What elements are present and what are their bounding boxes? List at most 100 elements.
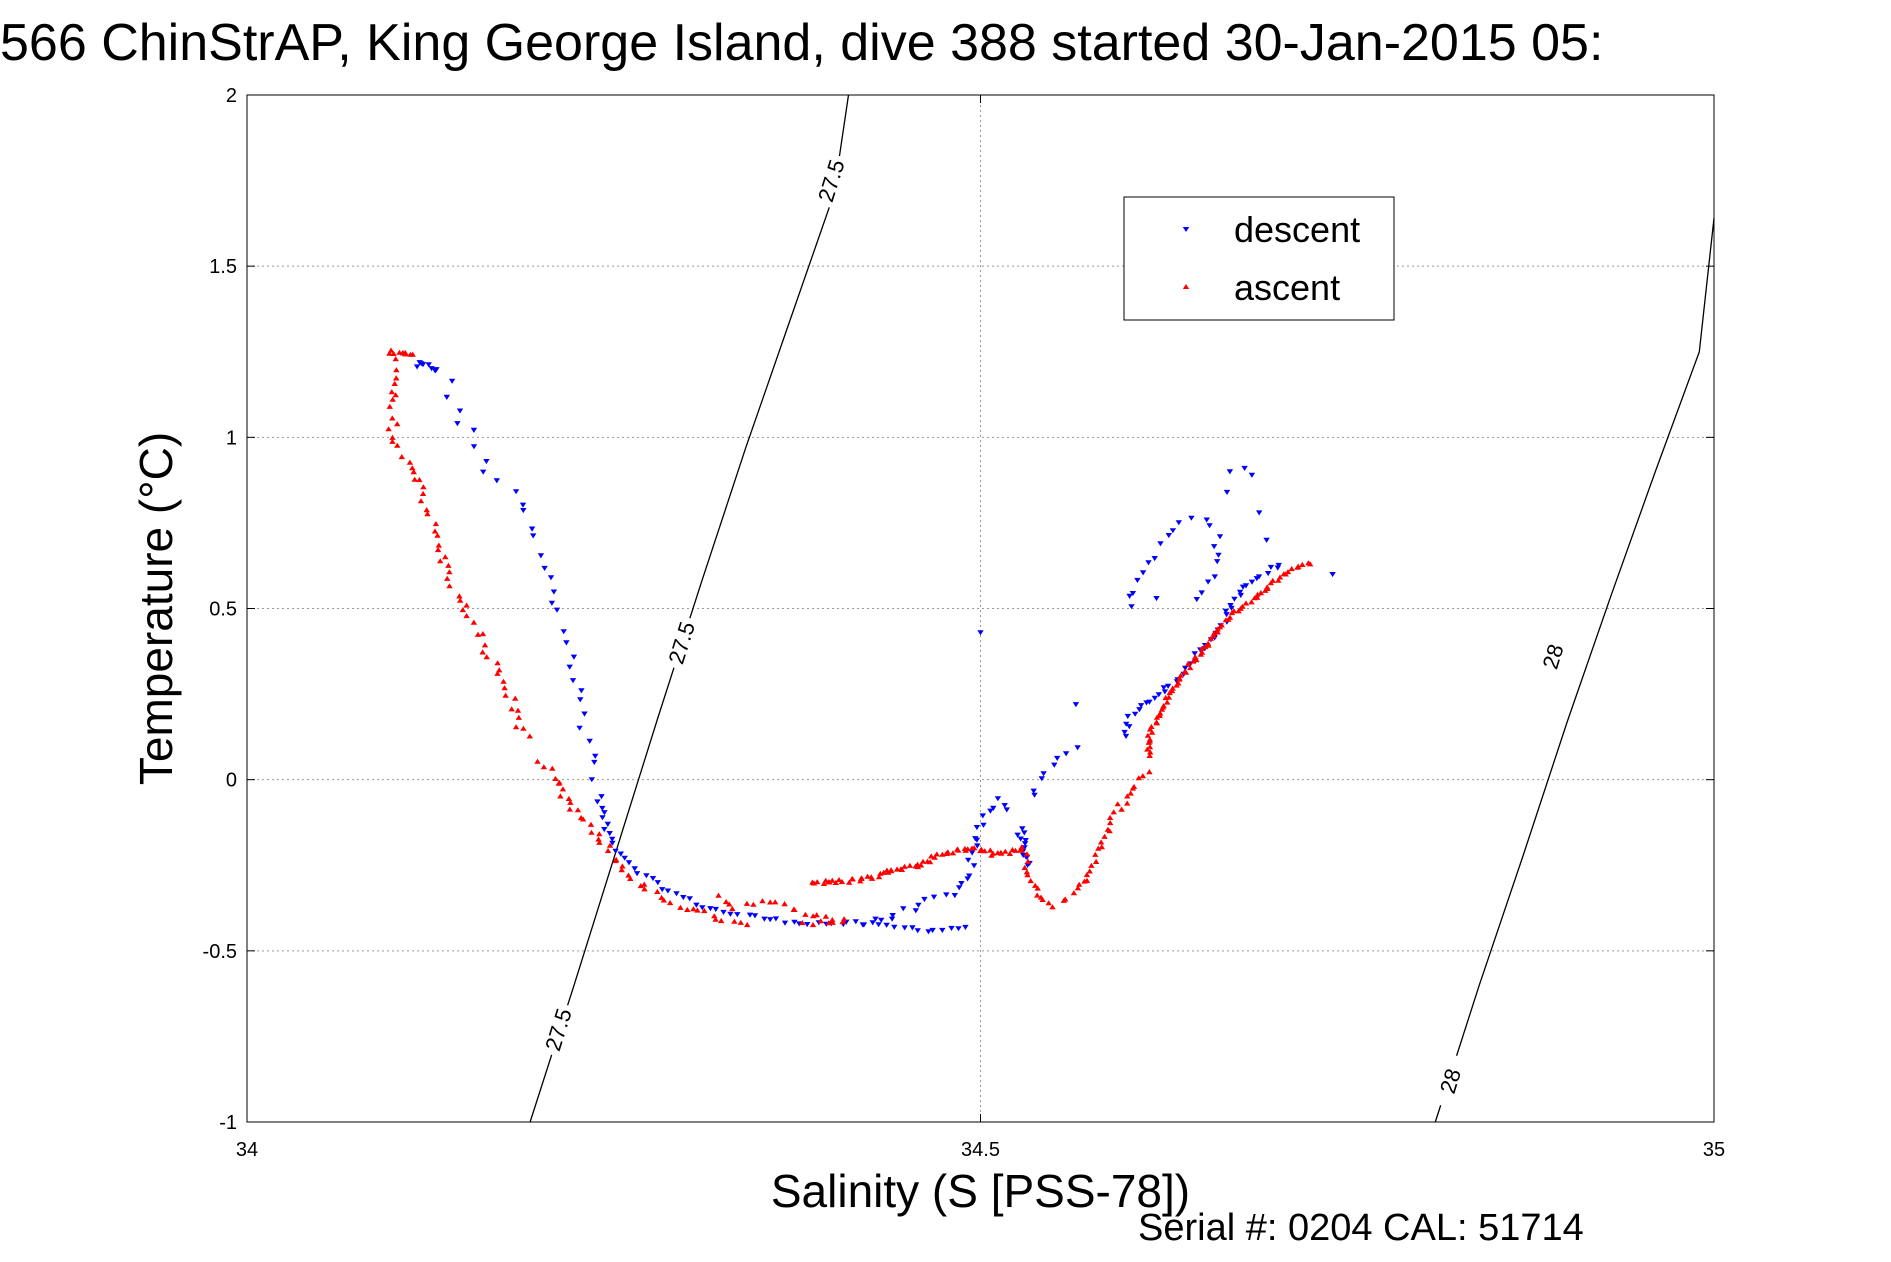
descent-point [956, 885, 963, 891]
ascent-point [417, 498, 425, 504]
descent-point [1019, 826, 1026, 832]
y-tick-label: -1 [219, 1112, 237, 1134]
ascent-point [1124, 800, 1131, 806]
descent-point [772, 916, 780, 922]
descent-point [1222, 608, 1229, 614]
serial-cal-footer: Serial #: 0204 CAL: 51714 [1138, 1207, 1584, 1249]
ascent-point [1070, 890, 1078, 896]
descent-point [712, 906, 719, 912]
descent-point [720, 909, 727, 915]
ascent-point [1034, 885, 1041, 891]
ascent-point [1307, 561, 1314, 567]
ascent-point [596, 831, 603, 837]
ascent-point [759, 898, 766, 904]
ascent-point [1074, 885, 1082, 891]
ascent-point [1097, 839, 1105, 845]
ascent-point [731, 918, 738, 924]
descent-point [1131, 711, 1139, 717]
descent-point [869, 920, 876, 926]
descent-point [951, 893, 958, 899]
descent-point [889, 913, 896, 919]
ascent-point [579, 816, 587, 822]
ascent-point [1024, 858, 1032, 864]
legend-label-descent: descent [1234, 209, 1360, 250]
descent-point [727, 911, 734, 917]
descent-point [1124, 713, 1131, 719]
descent-point [1215, 552, 1222, 558]
ascent-point [1165, 694, 1173, 700]
ascent-point [496, 667, 503, 673]
ascent-point [1032, 882, 1039, 888]
ascent-point [588, 829, 595, 835]
ascent-point [540, 764, 548, 770]
ascent-point [389, 438, 396, 444]
descent-point [970, 863, 978, 869]
ascent-point [1169, 685, 1176, 691]
ascent-point [409, 465, 416, 471]
descent-point [664, 888, 672, 894]
ascent-point [840, 916, 848, 922]
ascent-point [385, 426, 392, 432]
descent-point [1137, 703, 1145, 709]
descent-point [1216, 534, 1224, 540]
ascent-point [917, 862, 925, 868]
descent-point [1193, 597, 1200, 603]
descent-point [470, 427, 478, 433]
ascent-point [767, 899, 774, 905]
ascent-point [835, 877, 843, 883]
ascent-point [612, 858, 619, 864]
ascent-point [481, 642, 489, 648]
ascent-point [470, 619, 478, 625]
descent-point [599, 805, 606, 811]
descent-point [707, 906, 714, 912]
ascent-point [846, 879, 853, 885]
descent-point [601, 810, 608, 816]
ascent-point [981, 848, 988, 854]
ascent-point [1018, 847, 1025, 853]
ascent-point [743, 900, 751, 906]
descent-point [609, 840, 616, 846]
ascent-point [1107, 820, 1114, 826]
ascent-point [1276, 574, 1284, 580]
ascent-point [1148, 729, 1156, 735]
legend-box [1123, 196, 1395, 321]
descent-point [1237, 592, 1244, 599]
ascent-point [858, 875, 865, 881]
legend-label-ascent: ascent [1234, 267, 1340, 308]
descent-point [1236, 589, 1244, 595]
ascent-point [880, 869, 887, 875]
y-tick-label: 1 [226, 427, 237, 449]
descent-point [1231, 596, 1238, 602]
ascent-point [442, 554, 449, 560]
descent-point [943, 892, 950, 898]
legend-marker-ascent [1182, 284, 1190, 289]
descent-point [767, 917, 774, 923]
ascent-point [500, 678, 507, 684]
descent-point [686, 896, 693, 902]
descent-point [483, 459, 490, 465]
descent-point [588, 777, 595, 783]
ascent-point [1192, 654, 1199, 660]
ascent-point [463, 602, 470, 608]
descent-point [1182, 665, 1189, 671]
ascent-point [750, 901, 757, 907]
ascent-point [897, 866, 905, 872]
ascent-point [393, 367, 400, 373]
descent-point [804, 922, 811, 928]
ascent-point [606, 842, 614, 848]
ascent-point [887, 867, 895, 873]
ascent-point [1092, 858, 1100, 864]
ascent-point [444, 575, 451, 581]
descent-point [994, 796, 1002, 802]
ascent-point [1110, 809, 1117, 815]
ascent-point [1176, 675, 1183, 681]
descent-point [962, 924, 969, 930]
ascent-point [701, 907, 708, 914]
ascent-point [1198, 645, 1206, 651]
ascent-point [446, 569, 453, 575]
ascent-point [1177, 672, 1184, 678]
ascent-point [849, 876, 856, 882]
descent-point [1264, 571, 1272, 577]
ascent-point [392, 356, 399, 362]
